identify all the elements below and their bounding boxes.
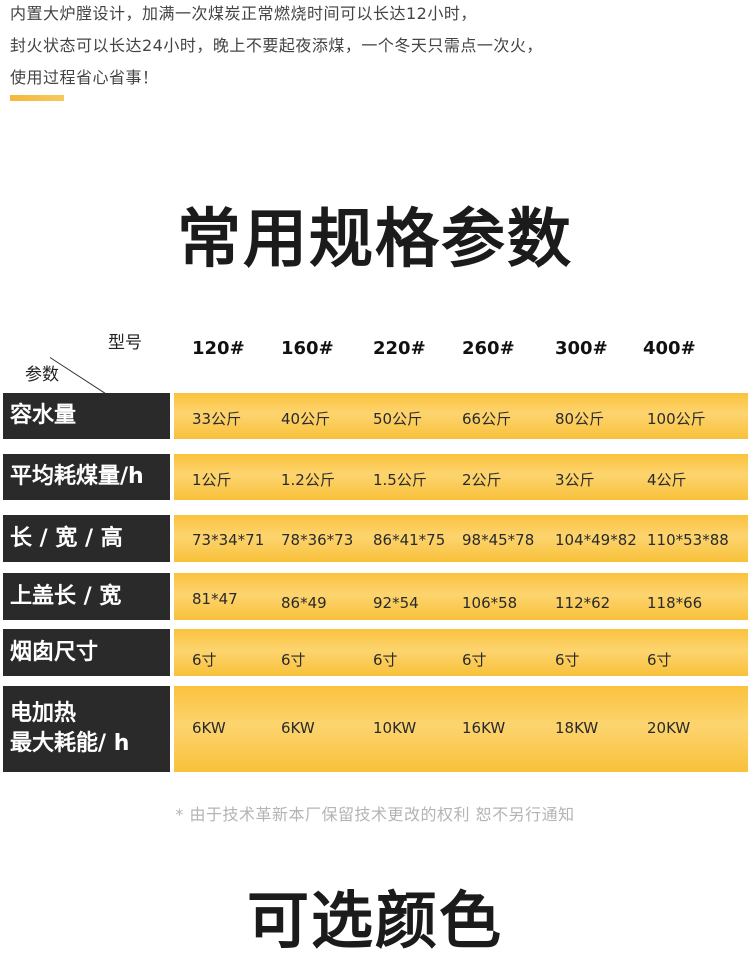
table-cell: 6寸 xyxy=(647,651,672,669)
table-row: 6KW 6KW 10KW 16KW 18KW 20KW xyxy=(174,686,748,772)
table-row: 33公斤 40公斤 50公斤 66公斤 80公斤 100公斤 xyxy=(174,393,748,439)
table-cell: 80公斤 xyxy=(555,410,605,428)
table-row: 81*47 86*49 92*54 106*58 112*62 118*66 xyxy=(174,573,748,620)
row-label: 烟囱尺寸 xyxy=(3,629,170,676)
row-label: 容水量 xyxy=(3,393,170,439)
table-row: 1公斤 1.2公斤 1.5公斤 2公斤 3公斤 4公斤 xyxy=(174,454,748,500)
table-row: 73*34*71 78*36*73 86*41*75 98*45*78 104*… xyxy=(174,515,748,562)
colors-title: 可选颜色 xyxy=(246,884,503,957)
table-cell: 2公斤 xyxy=(462,471,502,489)
table-cell: 6寸 xyxy=(281,651,306,669)
table-cell: 78*36*73 xyxy=(281,531,354,549)
table-cell: 92*54 xyxy=(373,594,419,612)
row-label: 平均耗煤量/h xyxy=(3,454,170,500)
row-label: 上盖长 / 宽 xyxy=(3,573,170,620)
table-cell: 6寸 xyxy=(373,651,398,669)
intro-line: 使用过程省心省事！ xyxy=(10,68,159,87)
row-label: 电加热 最大耗能/ h xyxy=(3,686,170,772)
table-cell: 118*66 xyxy=(647,594,703,612)
table-cell: 98*45*78 xyxy=(462,531,535,549)
table-header-corner: 型号 参数 xyxy=(0,320,170,394)
table-cell: 6KW xyxy=(281,719,315,737)
column-header: 300# xyxy=(555,338,608,359)
table-row: 6寸 6寸 6寸 6寸 6寸 6寸 xyxy=(174,629,748,676)
table-cell: 106*58 xyxy=(462,594,518,612)
specs-title: 常用规格参数 xyxy=(177,203,573,277)
table-cell: 33公斤 xyxy=(192,410,242,428)
table-cell: 16KW xyxy=(462,719,506,737)
table-cell: 3公斤 xyxy=(555,471,595,489)
row-label: 长 / 宽 / 高 xyxy=(3,515,170,562)
table-cell: 6寸 xyxy=(555,651,580,669)
table-cell: 50公斤 xyxy=(373,410,423,428)
table-cell: 112*62 xyxy=(555,594,611,612)
table-cell: 6寸 xyxy=(462,651,487,669)
table-cell: 6KW xyxy=(192,719,226,737)
corner-model-label: 型号 xyxy=(108,333,142,353)
column-header: 160# xyxy=(281,338,334,359)
column-header: 400# xyxy=(643,338,696,359)
column-header: 220# xyxy=(373,338,426,359)
table-cell: 6寸 xyxy=(192,651,217,669)
table-cell: 81*47 xyxy=(192,590,238,608)
disclaimer-notice: * 由于技术革新本厂保留技术更改的权利 恕不另行通知 xyxy=(175,805,575,824)
table-cell: 110*53*88 xyxy=(647,531,729,549)
table-cell: 10KW xyxy=(373,719,417,737)
row-label-line: 电加热 xyxy=(10,701,77,726)
column-header: 120# xyxy=(192,338,245,359)
table-cell: 1公斤 xyxy=(192,471,232,489)
table-cell: 86*41*75 xyxy=(373,531,446,549)
row-label-line: 最大耗能/ h xyxy=(10,731,130,756)
table-cell: 1.2公斤 xyxy=(281,471,335,489)
table-cell: 73*34*71 xyxy=(192,531,265,549)
table-cell: 66公斤 xyxy=(462,410,512,428)
table-cell: 18KW xyxy=(555,719,599,737)
table-cell: 100公斤 xyxy=(647,410,706,428)
table-cell: 104*49*82 xyxy=(555,531,637,549)
table-cell: 4公斤 xyxy=(647,471,687,489)
intro-line: 内置大炉膛设计，加满一次煤炭正常燃烧时间可以长达12小时， xyxy=(10,4,477,23)
intro-line: 封火状态可以长达24小时，晚上不要起夜添煤，一个冬天只需点一次火， xyxy=(10,36,543,55)
column-header: 260# xyxy=(462,338,515,359)
table-cell: 86*49 xyxy=(281,594,327,612)
table-cell: 1.5公斤 xyxy=(373,471,427,489)
table-cell: 20KW xyxy=(647,719,691,737)
corner-param-label: 参数 xyxy=(25,365,59,385)
accent-bar xyxy=(10,95,64,101)
table-cell: 40公斤 xyxy=(281,410,331,428)
